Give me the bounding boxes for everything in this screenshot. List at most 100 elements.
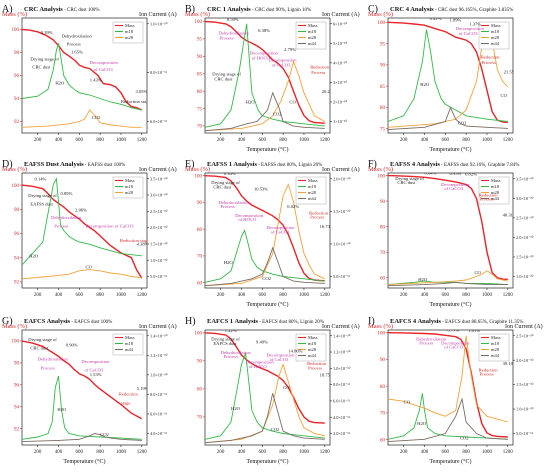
annotation-text: Process bbox=[419, 341, 433, 346]
annotation-text: Reduction bbox=[310, 65, 330, 70]
chart-panel-3: C) CRC 4 Analysis - CRC dust 96.165%, Gra… bbox=[368, 4, 514, 153]
series-line-mass bbox=[388, 332, 508, 438]
y-tick-label: 94 bbox=[14, 405, 20, 410]
plot-frame bbox=[387, 17, 514, 134]
annotation-text: of CaCO3 bbox=[459, 31, 478, 36]
x-tick-label: 1200 bbox=[503, 293, 514, 298]
annotation-text: Process bbox=[310, 215, 324, 220]
annotation-text: Process bbox=[224, 354, 238, 359]
x-tick-label: 1000 bbox=[482, 450, 493, 455]
annotation-text: 1.43% bbox=[90, 77, 102, 82]
right-tick-label: 6×10⁻¹⁰ bbox=[333, 21, 347, 26]
annotation-text: Process bbox=[221, 204, 235, 209]
annotation-text: Reduction bbox=[307, 361, 327, 366]
series-line-m18 bbox=[388, 280, 508, 286]
plot-frame bbox=[21, 172, 148, 289]
annotation-text: of CaCO3 bbox=[94, 67, 113, 72]
annotation-text: Reduction bbox=[309, 210, 329, 215]
series-line-m44 bbox=[388, 106, 508, 131]
legend-box bbox=[295, 176, 327, 205]
series-line-m18 bbox=[22, 177, 142, 266]
x-tick-label: 400 bbox=[238, 138, 246, 143]
temperature-axis-label: Temperature (°C) bbox=[246, 458, 288, 465]
y-tick-label: 70 bbox=[380, 412, 386, 417]
ion-current-axis-label: Ion Current (A) bbox=[322, 11, 360, 18]
legend-label: m44 bbox=[125, 347, 134, 352]
annotation-text: Dehydroxilation bbox=[51, 215, 82, 220]
right-tick-label: 5×10⁻¹⁰ bbox=[333, 41, 347, 46]
right-tick-label: 5.0×10⁻¹¹ bbox=[150, 274, 168, 279]
annotation-text: H2O bbox=[246, 99, 256, 104]
annotation-text: Process bbox=[482, 60, 496, 65]
x-tick-label: 200 bbox=[217, 450, 225, 455]
y-tick-label: 60 bbox=[197, 281, 203, 286]
annotation-text: CO2 bbox=[262, 276, 271, 281]
ion-current-axis-label: Ion Current (A) bbox=[322, 166, 360, 173]
annotation-text: Decomposition bbox=[90, 60, 119, 65]
series-line-m28 bbox=[22, 269, 142, 280]
y-tick-label: 85 bbox=[380, 85, 386, 90]
legend-box bbox=[295, 333, 327, 362]
legend-label: m44 bbox=[491, 196, 500, 201]
mass-axis-label: Mass (%) bbox=[2, 166, 27, 173]
y-tick-label: 75 bbox=[380, 127, 386, 132]
annotation-text: of HOCO bbox=[252, 55, 271, 60]
series-line-m44 bbox=[388, 397, 508, 443]
annotation-text: Reduction bbox=[479, 367, 499, 372]
legend-label: m18 bbox=[308, 341, 317, 346]
annotation-text: 1.81% bbox=[468, 328, 480, 333]
annotation-text: Decomposition bbox=[250, 51, 279, 56]
y-tick-label: 90 bbox=[197, 55, 203, 60]
series-line-m44 bbox=[205, 393, 325, 444]
legend-label: m28 bbox=[308, 347, 317, 352]
legend-box bbox=[478, 176, 510, 205]
annotation-text: 9.49% bbox=[256, 339, 268, 344]
x-tick-label: 1000 bbox=[299, 293, 310, 298]
right-tick-label: 1.5×10⁻¹⁰ bbox=[150, 242, 168, 247]
right-tick-label: 2.5×10⁻¹⁰ bbox=[516, 215, 534, 220]
panel-title: EAFSS 4 Analysis - EAFSS dust 92.16%, Gr… bbox=[390, 161, 519, 168]
x-tick-label: 600 bbox=[259, 450, 267, 455]
annotation-text: Drying stage of bbox=[211, 337, 240, 342]
legend-label: m28 bbox=[308, 190, 317, 195]
y-tick-label: 70 bbox=[197, 255, 203, 260]
legend-box bbox=[478, 333, 510, 362]
annotation-text: H2O bbox=[420, 82, 430, 87]
y-tick-label: 94 bbox=[14, 256, 20, 261]
right-tick-label: 8.0×10⁻¹¹ bbox=[150, 70, 168, 75]
annotation-text: Process bbox=[67, 42, 81, 47]
annotation-text: Drying stage of bbox=[211, 180, 240, 185]
right-tick-label: 1.0×10⁻¹⁰ bbox=[333, 242, 351, 247]
plot-frame bbox=[204, 329, 331, 446]
annotation-text: CO2 bbox=[271, 427, 280, 432]
annotation-text: CRC dust bbox=[214, 77, 233, 82]
right-tick-label: 8.0×10⁻¹¹ bbox=[333, 382, 351, 387]
series-line-m28 bbox=[205, 363, 325, 444]
annotation-text: Decomposition bbox=[266, 353, 295, 358]
y-tick-label: 80 bbox=[197, 228, 203, 233]
legend-label: Mass bbox=[308, 335, 318, 340]
annotation-text: CO2 bbox=[273, 112, 282, 117]
right-tick-label: 1.0×10⁻¹⁰ bbox=[150, 258, 168, 263]
x-tick-label: 200 bbox=[400, 450, 408, 455]
x-tick-label: 1000 bbox=[116, 138, 127, 143]
mass-axis-label: Mass (%) bbox=[2, 323, 27, 330]
x-tick-label: 1200 bbox=[320, 293, 331, 298]
annotation-text: 0.34% bbox=[224, 171, 236, 176]
series-line-mass bbox=[22, 340, 143, 420]
panel-title: EAFCS 1 Analysis - EAFCS dust 80%, Ligni… bbox=[207, 318, 324, 325]
y-tick-label: 100 bbox=[378, 331, 386, 336]
ion-current-axis-label: Ion Current (A) bbox=[139, 11, 177, 18]
annotation-text: Decomposition bbox=[266, 225, 295, 230]
right-tick-label: 1.2×10⁻¹⁰ bbox=[150, 353, 168, 358]
x-tick-label: 400 bbox=[421, 138, 429, 143]
y-tick-label: 100 bbox=[12, 28, 20, 33]
chart-panel-7: G) EAFCS Analysis - EAFCS dust 100%Mass (… bbox=[2, 316, 177, 465]
x-tick-label: 600 bbox=[76, 138, 84, 143]
annotation-text: Drying stage of bbox=[212, 72, 241, 77]
y-tick-label: 94 bbox=[14, 97, 20, 102]
right-tick-label: 2.0×10⁻¹¹ bbox=[333, 431, 351, 436]
series-line-mass bbox=[205, 332, 325, 424]
temperature-axis-label: Temperature (°C) bbox=[429, 301, 471, 308]
x-tick-label: 1000 bbox=[299, 450, 310, 455]
